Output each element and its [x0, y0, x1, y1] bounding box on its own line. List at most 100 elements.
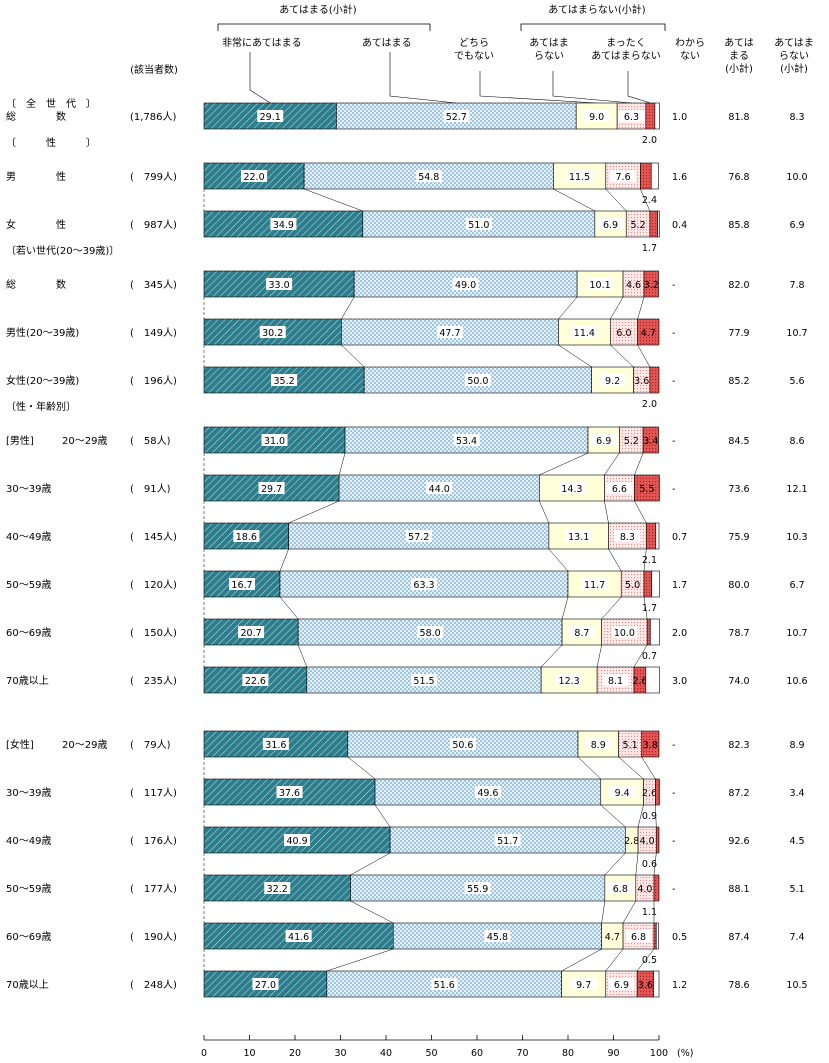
sum-positive-value: 78.7 [728, 628, 749, 639]
sum-negative-value: 8.3 [789, 112, 804, 123]
data-label: 10.1 [589, 280, 610, 291]
sum-positive-value: 76.8 [728, 172, 749, 183]
data-label-bg [410, 578, 437, 590]
x-tick-label: 60 [471, 1048, 483, 1059]
connector-line [604, 500, 609, 524]
sum-negative-value: 3.4 [789, 788, 804, 799]
connector-line [540, 644, 563, 668]
data-label: 3.6 [638, 980, 653, 991]
small-data-label: 0.5 [642, 955, 657, 966]
data-label-bg [252, 978, 279, 990]
x-tick-label: 80 [562, 1048, 574, 1059]
connector-line [297, 644, 308, 668]
data-label: 3.8 [643, 740, 658, 751]
data-label: 45.8 [487, 932, 508, 943]
data-label-bg [405, 530, 432, 542]
bar-segment-4 [641, 730, 660, 758]
data-label-bg [571, 326, 598, 338]
dontknow-value: 1.6 [672, 172, 687, 183]
connector-line [643, 548, 647, 572]
data-label: 8.9 [591, 740, 606, 751]
legend-leader-3 [552, 71, 632, 104]
sum-negative-value: 6.9 [789, 220, 804, 231]
data-label: 12.3 [559, 676, 580, 687]
connector-line [561, 596, 569, 620]
row-label: 20～29歳 [62, 739, 107, 751]
bar-segment-4 [643, 270, 659, 298]
data-label-bg [494, 834, 521, 846]
small-data-label: 1.7 [642, 603, 657, 614]
row-label: 60～69歳 [6, 931, 51, 943]
legend-label-1: あてはまる [362, 37, 412, 49]
data-label: 4.0 [640, 836, 655, 847]
bar-segment-5 [655, 522, 660, 550]
data-label-bg [565, 530, 592, 542]
chart-rows: 〔 全 世 代 〕総 数 (1,786人) 29.1 52.7 9.0 6.3 2.0 1.0… [6, 97, 808, 998]
dontknow-value: - [672, 484, 675, 495]
bar-segment-4 [655, 826, 660, 854]
row-label: 女 性 [6, 218, 66, 231]
connector-line [634, 452, 644, 476]
data-label-bg [585, 738, 612, 750]
sum-negative-value: 6.7 [789, 580, 804, 591]
connector-line [347, 756, 376, 780]
legend-leader-0 [249, 52, 271, 104]
bar-segment-0 [203, 874, 351, 902]
sum-negative-value: 10.7 [786, 328, 807, 339]
dontknow-value: - [672, 740, 675, 751]
connector-line [635, 852, 639, 876]
row-label: 男 性 [6, 170, 66, 183]
row-label: 30～39歳 [6, 483, 51, 495]
row-count: ( 248人) [130, 979, 177, 991]
bar-segment-4 [653, 874, 660, 902]
data-label: 8.7 [574, 628, 589, 639]
data-label-bg [590, 434, 617, 446]
group-label-positive: あてはまる(小計) [279, 3, 357, 16]
data-label: 35.2 [274, 376, 295, 387]
row-label: 総 数 [6, 110, 66, 123]
sum-positive-value: 82.3 [728, 740, 749, 751]
count-header: (該当者数) [130, 63, 178, 76]
data-label: 3.6 [634, 376, 649, 387]
row-count: ( 150人) [130, 627, 177, 639]
row-count: ( 235人) [130, 675, 177, 687]
small-data-label: 2.0 [642, 135, 657, 146]
connector-line [288, 500, 340, 524]
column-header-sum-positive: あては [724, 37, 754, 49]
connector-line [608, 548, 622, 572]
data-label: 58.0 [420, 628, 441, 639]
data-label-bg [443, 110, 470, 122]
row-count: ( 145人) [130, 531, 177, 543]
data-label-bg [449, 738, 476, 750]
sum-negative-value: 10.7 [786, 628, 807, 639]
data-label-bg [602, 674, 629, 686]
small-data-label: 2.4 [642, 195, 657, 206]
data-label: 6.9 [596, 436, 611, 447]
row-count: ( 91人) [130, 483, 171, 495]
section-heading: 〔若い世代(20～39歳)〕 [6, 244, 119, 257]
sum-positive-value: 87.2 [728, 788, 749, 799]
row-count: ( 987人) [130, 219, 177, 231]
connector-line [553, 188, 595, 212]
dontknow-value: - [672, 376, 675, 387]
connector-line [279, 548, 289, 572]
section-heading: 〔 性 〕 [6, 136, 96, 149]
bar-segment-2 [553, 162, 607, 190]
row-label: 60～69歳 [6, 627, 51, 639]
sum-positive-value: 85.8 [728, 220, 749, 231]
connector-line [634, 500, 647, 524]
row-count: ( 149人) [130, 327, 177, 339]
data-label-bg [266, 278, 293, 290]
data-label: 30.2 [262, 328, 283, 339]
data-label-bg [570, 978, 597, 990]
sum-positive-value: 88.1 [728, 884, 749, 895]
connector-line [558, 296, 578, 320]
connector-line [643, 596, 648, 620]
row-label: 50～59歳 [6, 579, 51, 591]
bar-segment-4 [649, 210, 658, 238]
row-label: 70歳以上 [6, 675, 49, 687]
dontknow-value: 0.4 [672, 220, 687, 231]
sum-negative-value: 10.5 [786, 980, 807, 991]
x-tick-label: 0 [201, 1048, 207, 1059]
